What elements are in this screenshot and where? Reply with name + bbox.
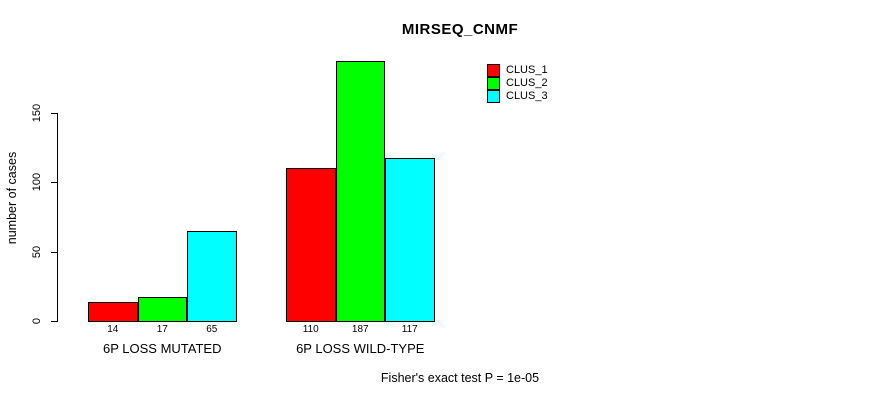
- legend-row: CLUS_2: [487, 77, 548, 90]
- chart-title: MIRSEQ_CNMF: [401, 21, 519, 38]
- y-axis-tick: [51, 252, 58, 253]
- group-label-wildtype: 6P LOSS WILD-TYPE: [296, 341, 425, 356]
- y-axis-line: [57, 113, 58, 321]
- y-axis-tick: [51, 321, 58, 322]
- bar-clus3-wildtype: [385, 158, 435, 322]
- bar-value-label: 110: [302, 324, 319, 335]
- legend-swatch-clus3: [487, 90, 500, 103]
- y-axis-tick-label: 150: [31, 103, 43, 123]
- legend-label: CLUS_2: [506, 77, 548, 89]
- y-axis-tick-label: 0: [31, 317, 43, 325]
- legend-label: CLUS_1: [506, 64, 548, 76]
- bar-value-label: 65: [206, 324, 218, 335]
- bar-value-label: 14: [107, 324, 119, 335]
- bar-clus1-wildtype: [286, 168, 336, 322]
- y-axis-label: number of cases: [5, 151, 19, 245]
- bar-clus2-mutated: [137, 297, 187, 322]
- bar-value-label: 117: [401, 324, 418, 335]
- group-label-mutated: 6P LOSS MUTATED: [103, 341, 222, 356]
- bar-clus1-mutated: [88, 302, 138, 322]
- legend-swatch-clus1: [487, 64, 500, 77]
- legend: CLUS_1 CLUS_2 CLUS_3: [487, 64, 548, 103]
- bar-value-label: 187: [351, 324, 369, 335]
- bar-value-label: 17: [156, 324, 168, 335]
- legend-swatch-clus2: [487, 77, 500, 90]
- legend-label: CLUS_3: [506, 90, 548, 102]
- bar-clus3-mutated: [187, 231, 237, 322]
- y-axis-tick: [51, 113, 58, 114]
- legend-row: CLUS_1: [487, 64, 548, 77]
- y-axis-tick-label: 100: [31, 172, 43, 192]
- y-axis-tick: [51, 182, 58, 183]
- caption: Fisher's exact test P = 1e-05: [380, 371, 540, 385]
- y-axis-tick-label: 50: [31, 245, 43, 259]
- bar-clus2-wildtype: [335, 61, 385, 322]
- legend-row: CLUS_3: [487, 90, 548, 103]
